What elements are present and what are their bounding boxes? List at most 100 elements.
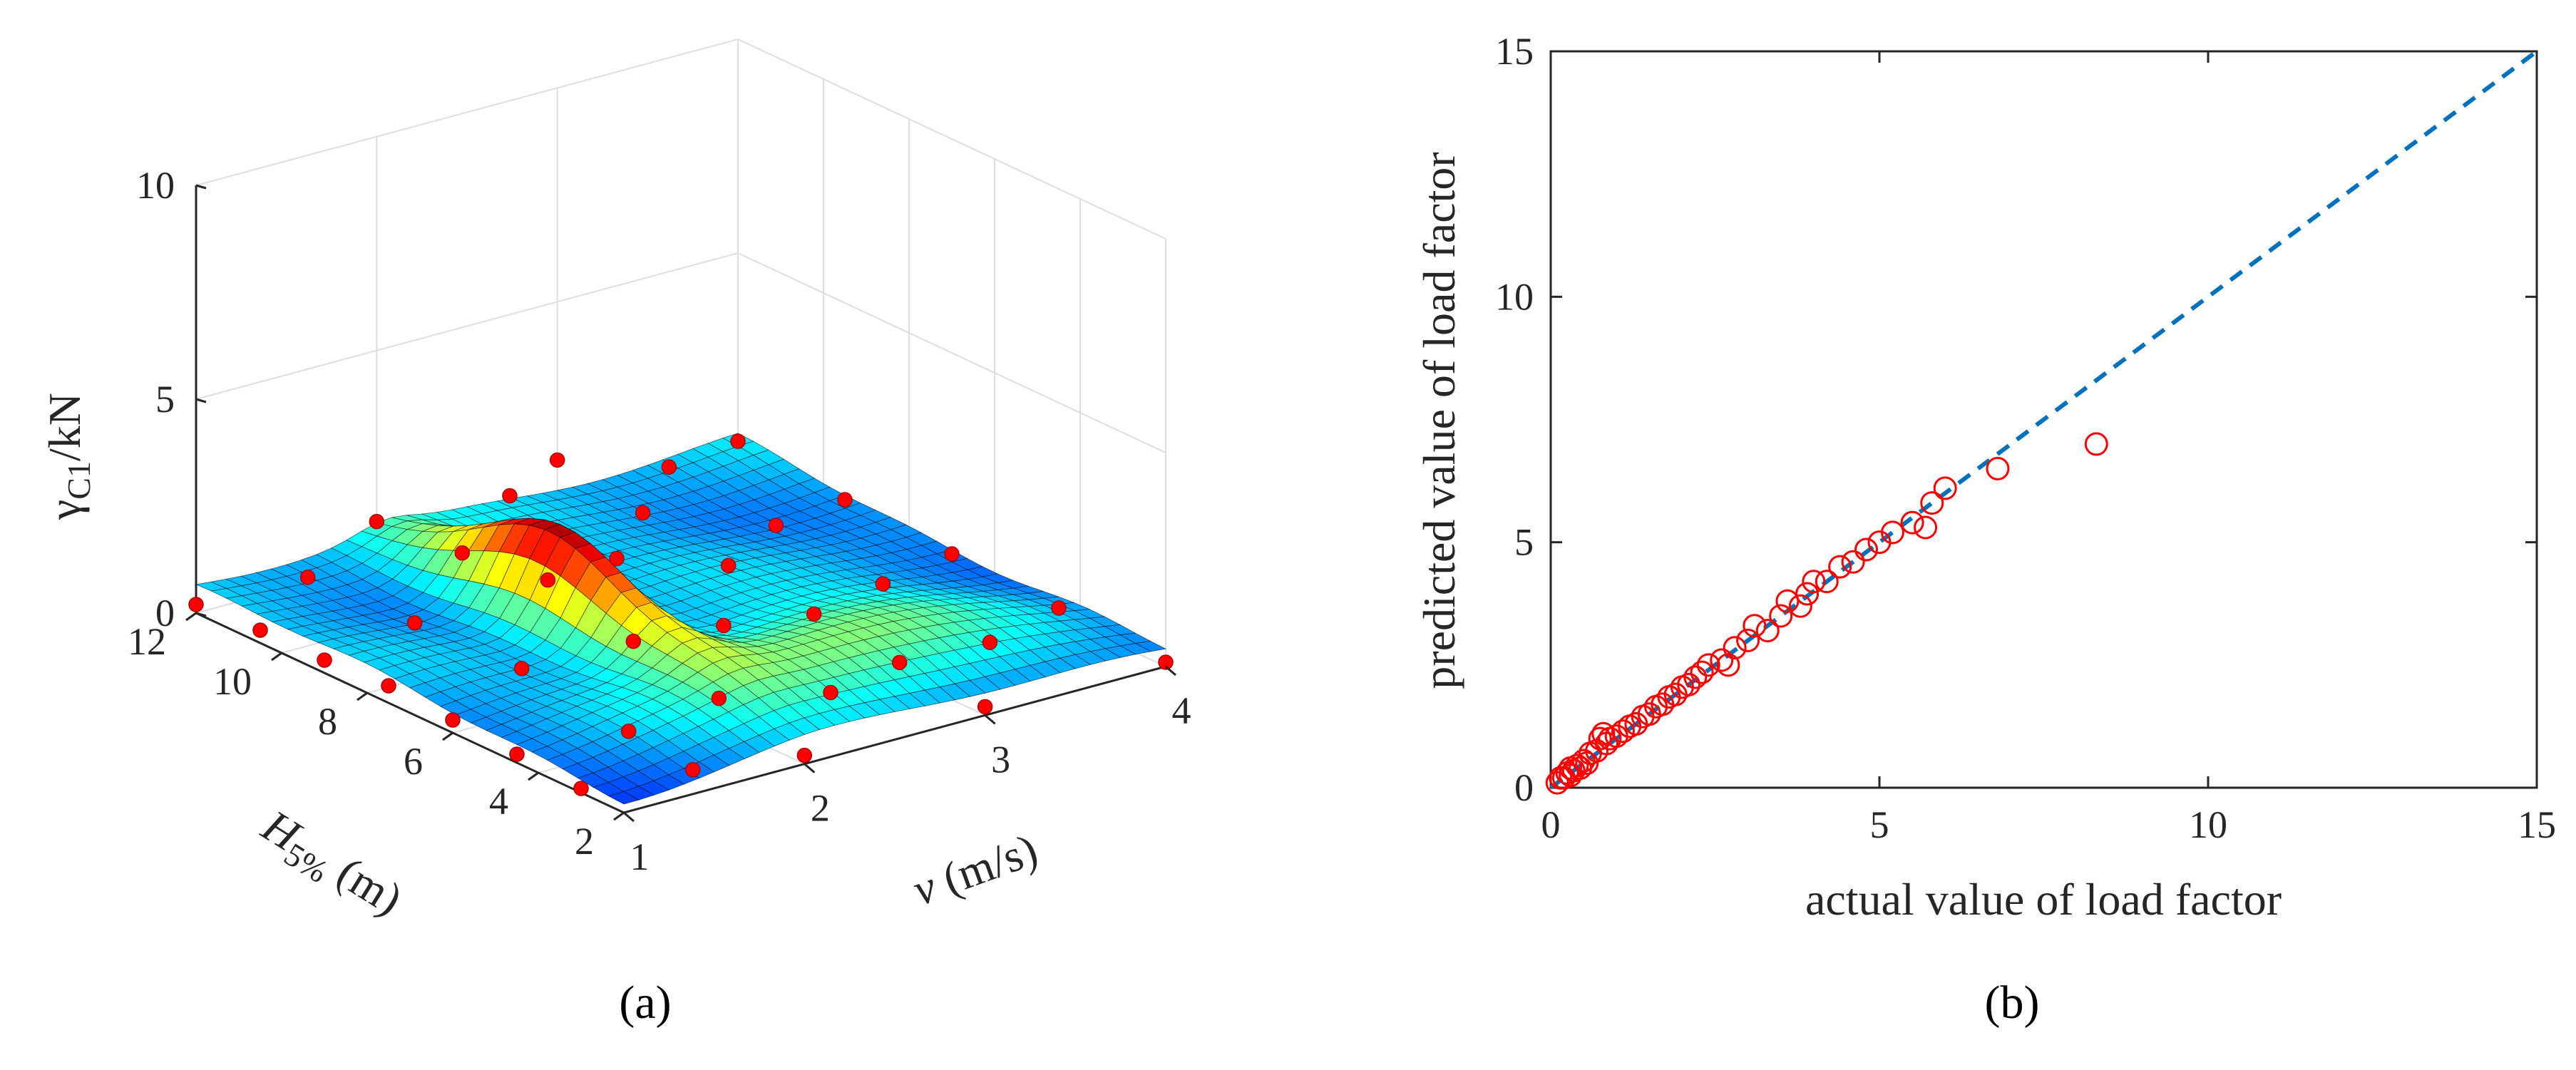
surface-y-tick — [528, 771, 539, 781]
surface-data-point — [299, 570, 316, 585]
surface-z-axis-label: γC1/kN — [39, 393, 97, 520]
scatter-ticks: 0 5 10 15 0 5 10 15 — [1495, 30, 2556, 846]
surface-data-point — [661, 459, 677, 475]
scatter-x-tick-label: 15 — [2518, 803, 2556, 846]
scatter-data-point — [1920, 491, 1944, 515]
surface-data-point — [540, 572, 556, 588]
surface-data-point — [509, 746, 525, 762]
scatter-y-tick-label: 5 — [1514, 521, 1534, 564]
surface-data-point — [406, 615, 423, 631]
scatter-data-point — [1880, 520, 1904, 545]
surface-y-tick — [442, 731, 453, 741]
scatter-data-points — [1545, 432, 2108, 795]
surface-data-point — [730, 433, 746, 449]
surface-data-point — [944, 546, 960, 562]
surface-data-point — [837, 492, 853, 508]
scatter-data-point — [1591, 721, 1616, 746]
surface-x-tick — [1165, 665, 1176, 677]
surface-mesh — [195, 433, 1167, 805]
panel-label-b: (b) — [1985, 977, 2040, 1029]
surface-grid-line — [195, 252, 1166, 453]
scatter-y-tick-label: 15 — [1495, 30, 1534, 73]
scatter-data-point — [1802, 570, 1826, 594]
surface-data-point — [549, 452, 565, 468]
surface-data-point — [1051, 600, 1067, 616]
surface-data-point — [796, 747, 813, 763]
scatter-data-point — [1755, 619, 1780, 643]
surface-y-tick — [185, 612, 197, 622]
surface-data-point — [513, 661, 530, 677]
surface-x-tick — [984, 714, 996, 725]
surface-data-point — [635, 505, 651, 521]
surface-x-tick-label: 4 — [1172, 689, 1191, 732]
surface-data-point — [625, 633, 642, 649]
surface-data-point — [445, 712, 461, 728]
surface-data-point — [768, 518, 784, 533]
surface-z-tick-label: 0 — [155, 592, 175, 634]
y-axis-line — [195, 612, 625, 814]
surface-data-point — [502, 488, 518, 504]
surface-data-point — [1158, 654, 1174, 670]
surface-data-point — [620, 724, 637, 739]
surface-z-tick-label: 5 — [155, 378, 175, 421]
surface-data-point — [454, 545, 471, 561]
surface-data-point — [317, 652, 332, 668]
scatter-data-point — [1769, 604, 1793, 628]
scatter-data-point — [1683, 665, 1708, 689]
surface-data-point — [806, 606, 822, 622]
scatter-chart-panel: 0 5 10 15 0 5 10 15 actual value of load factor… — [1414, 30, 2556, 1029]
reference-line — [1549, 49, 2538, 790]
surface-y-tick — [613, 811, 625, 821]
scatter-y-tick-label: 0 — [1514, 766, 1534, 809]
scatter-data-point — [1854, 537, 1879, 562]
scatter-plot-frame — [1549, 50, 2538, 789]
scatter-data-point — [1677, 672, 1701, 696]
scatter-data-point — [1828, 555, 1852, 579]
scatter-data-point — [1815, 570, 1839, 594]
scatter-x-axis-label: actual value of load factor — [1805, 874, 2282, 925]
scatter-y-tick-label: 10 — [1495, 275, 1534, 318]
scatter-data-point — [1736, 628, 1760, 652]
surface-data-point — [381, 678, 396, 694]
surface-data-point — [823, 684, 838, 701]
surface-data-point — [875, 576, 891, 592]
surface-data-point — [684, 762, 701, 778]
surface-data-point — [188, 597, 204, 612]
surface-patch — [607, 791, 640, 805]
surface-data-point — [252, 622, 268, 638]
scatter-data-point — [2084, 432, 2108, 456]
scatter-x-tick-label: 0 — [1541, 803, 1561, 846]
scatter-y-axis-label: predicted value of load factor — [1414, 152, 1464, 689]
surface-data-point — [711, 690, 727, 706]
surface-z-tick — [195, 184, 207, 190]
surface-y-tick-label: 12 — [128, 620, 166, 663]
surface-y-tick — [271, 652, 282, 662]
surface-x-axis-label: v (m/s) — [906, 824, 1044, 915]
surface-x-tick-label: 2 — [811, 787, 830, 830]
surface-y-tick — [356, 691, 368, 701]
surface-y-tick-label: 10 — [213, 660, 252, 703]
surface-data-point — [609, 550, 625, 567]
scatter-data-point — [1611, 719, 1635, 744]
surface-z-tick — [195, 612, 207, 617]
scatter-data-point — [1723, 636, 1747, 660]
scatter-data-point — [1696, 653, 1720, 677]
scatter-data-point — [1933, 476, 1957, 500]
scatter-data-point — [1743, 614, 1767, 638]
scatter-data-point — [1788, 594, 1812, 618]
scatter-data-point — [1986, 456, 2010, 480]
surface-x-tick — [623, 811, 635, 823]
scatter-data-point — [1710, 648, 1734, 672]
surface-grid-line — [195, 38, 1166, 240]
scatter-data-point — [1914, 515, 1938, 540]
surface-z-tick — [195, 398, 207, 403]
scatter-x-tick-label: 10 — [2189, 803, 2227, 846]
surface-x-tick-label: 1 — [630, 835, 650, 878]
surface-y-tick-label: 8 — [318, 700, 337, 743]
surface-data-points — [188, 433, 1174, 796]
surface-data-point — [716, 617, 732, 634]
surface-z-tick-label: 10 — [136, 164, 175, 207]
